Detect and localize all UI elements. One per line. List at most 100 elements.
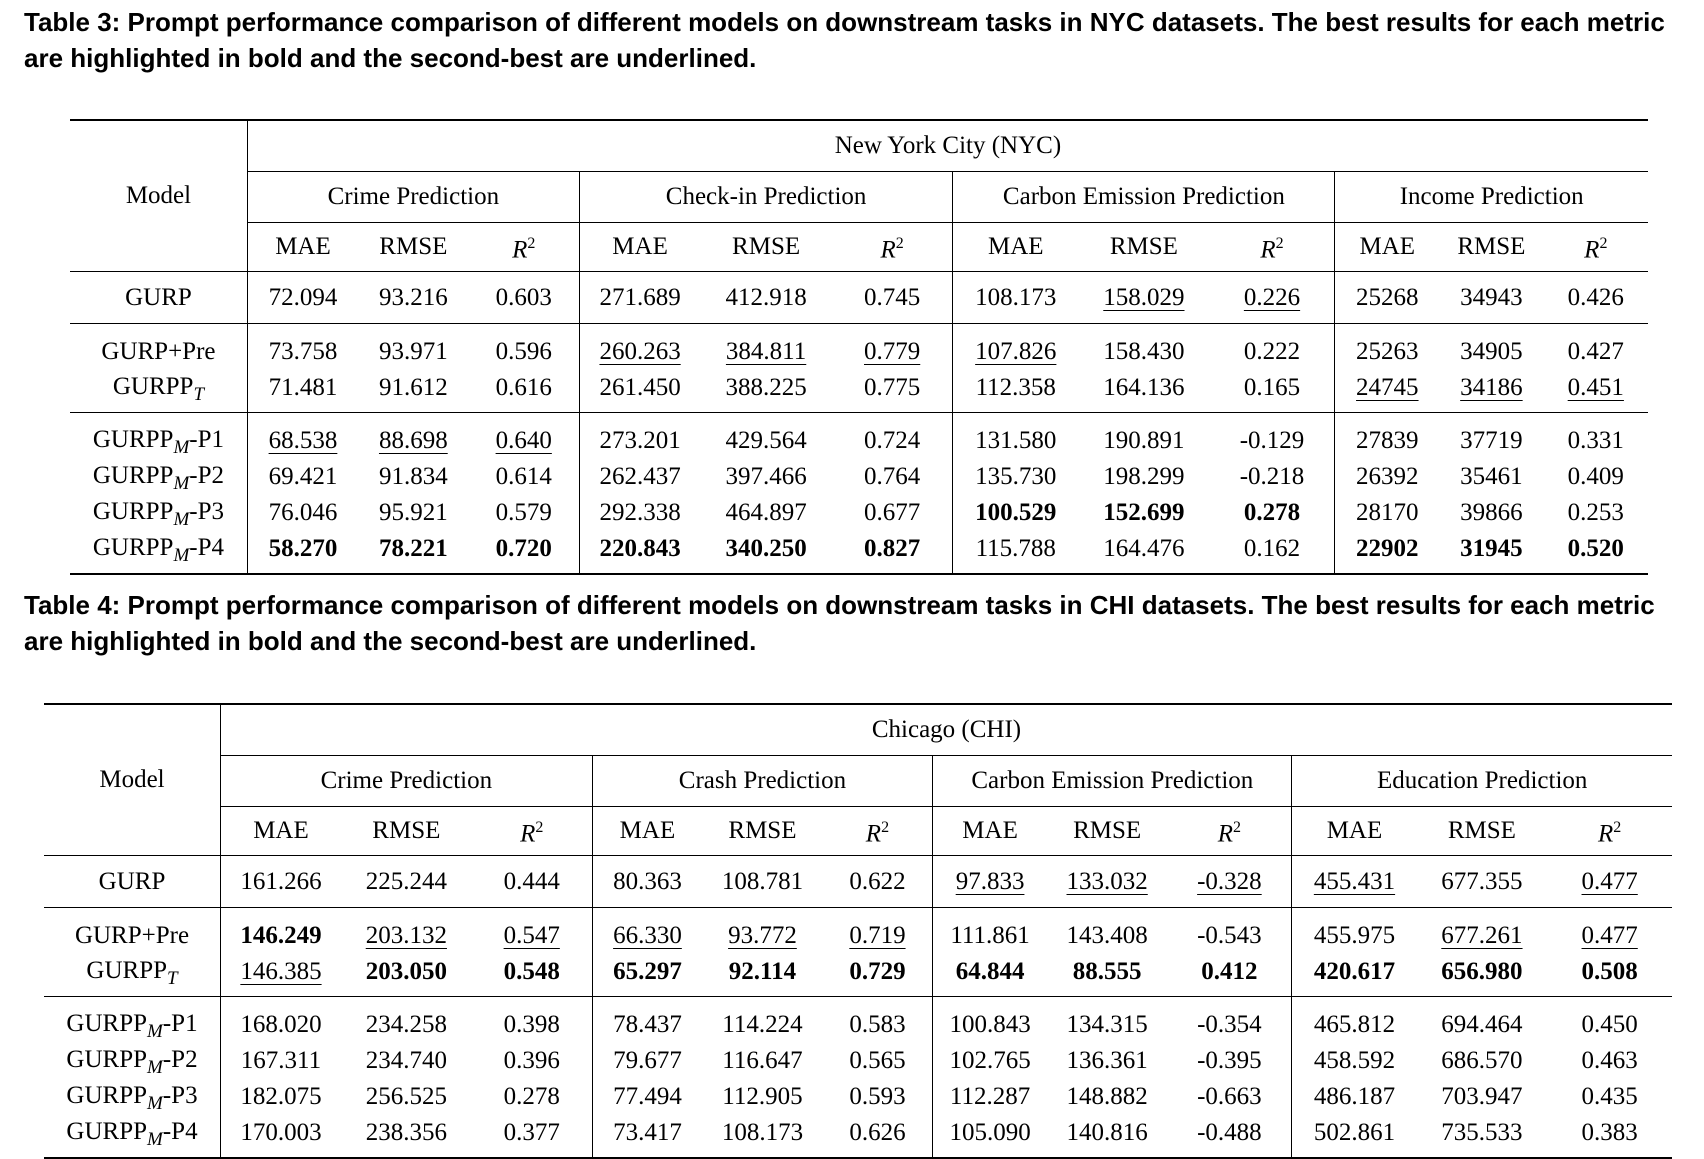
value-cell: 502.861: [1291, 1115, 1417, 1159]
metric-value: 168.020: [240, 1011, 322, 1038]
metric-value: -0.488: [1197, 1119, 1262, 1146]
value-cell: 455.431: [1291, 855, 1417, 908]
value-cell: 0.508: [1547, 954, 1672, 997]
value-cell: 0.451: [1544, 370, 1648, 413]
value-cell: 135.730: [952, 459, 1079, 495]
value-cell: 143.408: [1046, 907, 1168, 954]
metric-value: 68.538: [268, 427, 338, 454]
city-header: Chicago (CHI): [220, 703, 1672, 756]
metric-value: 91.612: [378, 374, 448, 401]
metric-value: 0.626: [849, 1119, 906, 1146]
model-header-label: Model: [125, 182, 192, 209]
metric-value: 0.827: [864, 535, 921, 562]
value-cell: 76.046: [246, 495, 359, 531]
metric-value: 0.409: [1567, 463, 1624, 490]
table-row: GURPPM-P1 168.020 234.258 0.398 78.437 114.22…: [44, 996, 1672, 1043]
task-header-label: Crime Prediction: [320, 767, 493, 794]
metric-value: 256.525: [365, 1083, 447, 1110]
metric-value: 158.430: [1103, 338, 1185, 365]
value-cell: -0.488: [1167, 1115, 1292, 1159]
metric-r2-exponent: 2: [535, 818, 544, 836]
value-cell: 384.811: [700, 323, 832, 370]
metric-value: -0.354: [1197, 1011, 1262, 1038]
metric-value: 203.132: [365, 922, 447, 949]
value-cell: 0.614: [469, 459, 580, 495]
metric-r2-header: R2: [1547, 807, 1672, 856]
metric-mae-label: MAE: [612, 233, 668, 260]
value-cell: 273.201: [578, 412, 701, 459]
value-cell: 136.361: [1047, 1043, 1167, 1079]
metric-value: 686.570: [1441, 1047, 1523, 1074]
value-cell: 73.417: [591, 1115, 703, 1159]
model-name-subscript: T: [167, 968, 178, 989]
value-cell: 69.421: [246, 459, 359, 495]
metric-value: 273.201: [599, 427, 681, 454]
value-cell: 168.020: [219, 996, 341, 1043]
value-cell: 677.261: [1416, 907, 1548, 954]
model-header: Model: [70, 119, 248, 272]
value-cell: 108.173: [702, 1115, 823, 1159]
table-row: GURP+Pre 73.758 93.971 0.596 260.263 384.811 0…: [70, 323, 1648, 370]
model-name-suffix: -P3: [189, 498, 225, 525]
metric-value: 703.947: [1441, 1083, 1523, 1110]
metric-value: 0.331: [1567, 427, 1624, 454]
metric-mae-label: MAE: [275, 233, 331, 260]
metric-value: 112.287: [949, 1083, 1031, 1110]
metric-value: 0.745: [864, 283, 921, 311]
metric-value: 78.437: [613, 1011, 682, 1038]
model-header: Model: [44, 703, 221, 856]
metric-value: 79.677: [613, 1047, 682, 1074]
metric-rmse-label: RMSE: [1109, 233, 1178, 260]
task-header: Crime Prediction: [220, 755, 593, 807]
value-cell: 0.444: [471, 855, 593, 908]
table-4-chi: Model Chicago (CHI) Crime Prediction Crash …: [44, 703, 1672, 1159]
metric-value: 0.383: [1581, 1119, 1638, 1146]
metric-value: 340.250: [725, 535, 807, 562]
metric-value: 397.466: [725, 463, 807, 490]
value-cell: 88.698: [358, 412, 469, 459]
model-name: GURPP: [92, 462, 174, 489]
value-cell: 238.356: [340, 1115, 472, 1159]
metric-value: -0.218: [1239, 463, 1305, 490]
metric-value: 677.261: [1441, 922, 1523, 949]
value-cell: 260.263: [578, 323, 701, 370]
metric-value: 26392: [1356, 463, 1419, 490]
city-header: New York City (NYC): [246, 119, 1648, 172]
value-cell: 0.779: [831, 323, 953, 370]
city-header-label: Chicago (CHI): [871, 716, 1022, 743]
table-row: GURPPM-P3 76.046 95.921 0.579 292.338 464.897…: [70, 495, 1648, 531]
model-name: GURPP: [92, 426, 174, 453]
metric-value: 0.278: [503, 1083, 560, 1110]
metric-value: -0.328: [1197, 867, 1262, 895]
value-cell: 34905: [1439, 323, 1544, 370]
value-cell: 114.224: [702, 996, 823, 1043]
model-name-subscript: M: [147, 1021, 163, 1042]
model-name-cell: GURPPM-P1: [70, 412, 248, 459]
value-cell: 182.075: [219, 1079, 341, 1115]
value-cell: 131.580: [952, 412, 1079, 459]
value-cell: -0.328: [1167, 855, 1292, 908]
value-cell: 102.765: [932, 1043, 1047, 1079]
model-name-subscript: M: [147, 1057, 163, 1078]
metric-value: 656.980: [1441, 958, 1523, 985]
value-cell: 0.719: [822, 907, 933, 954]
value-cell: 465.812: [1291, 996, 1417, 1043]
metric-value: 66.330: [613, 922, 682, 949]
metric-value: 102.765: [949, 1047, 1031, 1074]
metric-rmse-label: RMSE: [372, 817, 441, 844]
value-cell: 146.385: [219, 954, 341, 997]
metric-value: 0.779: [864, 338, 921, 365]
metric-mae-label: MAE: [962, 817, 1018, 844]
metric-value: 225.244: [365, 867, 447, 895]
model-name: GURPP: [66, 1010, 148, 1037]
metric-value: 0.593: [849, 1083, 906, 1110]
value-cell: 100.843: [932, 996, 1047, 1043]
metric-value: 260.263: [599, 338, 681, 365]
model-name-suffix: -P1: [189, 426, 225, 453]
value-cell: 262.437: [578, 459, 701, 495]
table-4-caption: Table 4: Prompt performance comparison o…: [24, 590, 1655, 656]
value-cell: 292.338: [578, 495, 701, 531]
metric-r2-header: R2: [1544, 223, 1648, 272]
value-cell: 88.555: [1047, 954, 1167, 997]
value-cell: 152.699: [1078, 495, 1210, 531]
